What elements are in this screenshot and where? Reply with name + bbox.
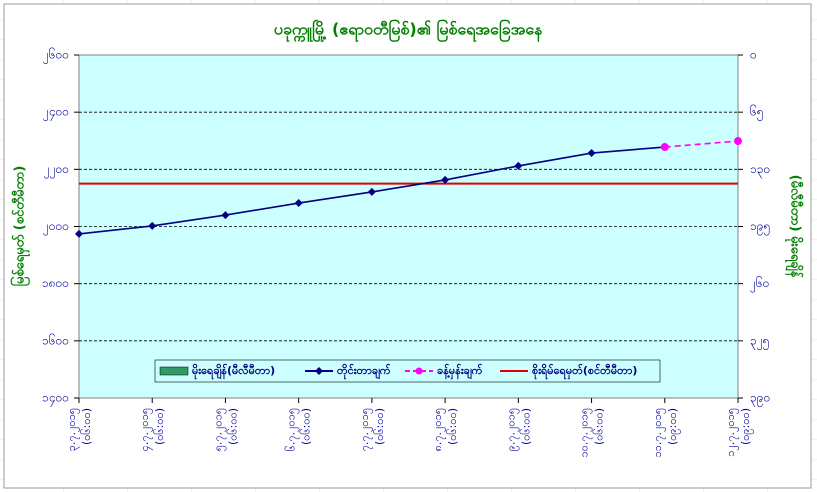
- legend-label: ခန့်မှန်းချက်: [437, 363, 483, 380]
- y2-tick-label: ၀: [750, 48, 757, 62]
- x-tick-label: ၇.၇.၂၀၁၅: [358, 408, 373, 451]
- y-tick-label: ၁၄၀၀: [42, 391, 69, 408]
- legend-swatch: [159, 366, 189, 376]
- y-axis-label: မြစ်ရေမှတ် (စင်တီမီတာ): [10, 166, 31, 287]
- x-tick-label: ၁၀.၇.၂၀၁၅: [578, 408, 593, 458]
- point: [441, 175, 450, 184]
- legend-label: စိုးရိမ်ရေမှတ်(စင်တီမီတာ): [532, 363, 637, 380]
- x-tick-label: ၃.၇.၂၀၁၅: [65, 408, 80, 451]
- series-line: [664, 140, 739, 148]
- legend-label: မိုးရေချိန်(မီလီမီတာ): [192, 363, 275, 380]
- legend-marker: [315, 367, 323, 375]
- point: [294, 199, 303, 208]
- x-tick-label: ၁၁.၇.၂၀၁၅: [651, 408, 666, 458]
- point: [148, 221, 157, 230]
- y2-tick-label: ၆၅: [750, 104, 764, 122]
- x-tick-time: (၀၆:၀၀): [300, 408, 313, 445]
- y2-tick-label: ၁၃၀: [750, 162, 770, 179]
- x-tick-time: (၀၆:၀၀): [519, 408, 532, 445]
- point: [221, 211, 230, 220]
- y2-tick-label: ၁၉၅: [750, 219, 770, 236]
- x-tick-label: ၄.၇.၂၀၁၅: [138, 408, 153, 451]
- x-tick-time: (၀၆:၀၀): [80, 408, 93, 445]
- y-tick-label: ၂၆၀၀: [43, 47, 69, 65]
- y-tick-label: ၂၂၀၀: [44, 162, 69, 179]
- x-tick-time: (၀၆:၀၀): [153, 408, 166, 445]
- x-tick-time: (၀၆:၀၀): [593, 408, 606, 445]
- y2-axis-label: (မီလီမီတာ) မိုးရေချိန်: [785, 175, 805, 279]
- y2-tick-label: ၃၂၅: [750, 333, 769, 350]
- y-tick-label: ၂၀၀၀: [43, 219, 69, 236]
- point: [367, 187, 376, 196]
- legend-label: တိုင်းတာချက်: [337, 363, 391, 380]
- y-tick-label: ၂၄၀၀: [43, 105, 69, 122]
- x-tick-time: (၀၆:၀၀): [226, 408, 239, 445]
- point: [587, 149, 596, 158]
- point: [660, 143, 669, 152]
- legend: မိုးရေချိန်(မီလီမီတာ) တိုင်းတာချက် ခန့်မှန…: [154, 359, 661, 383]
- x-tick-label: ၁၂.၇.၂၀၁၅: [724, 408, 739, 457]
- legend-marker: [415, 367, 423, 375]
- x-tick-time: (၀၆:၀၀): [446, 408, 459, 445]
- y-tick-label: ၁၈၀၀: [42, 276, 69, 290]
- point: [514, 161, 523, 170]
- x-tick-time: (၀၉:၀၀): [739, 408, 754, 445]
- x-tick-time: (၀၆:၀၀): [373, 408, 386, 445]
- y2-tick-label: ၂၆၀: [750, 275, 769, 293]
- y2-tick-label: ၃၉၀: [750, 391, 770, 408]
- y-tick-label: ၁၆၀၀: [42, 332, 69, 347]
- x-tick-label: ၈.၇.၂၀၁၅: [431, 408, 446, 451]
- x-tick-label: ၅.၇.၂၀၁၅: [211, 408, 226, 451]
- point: [75, 229, 83, 238]
- point: [734, 137, 742, 146]
- x-tick-label: ၆.၇.၂၀၁၅: [285, 408, 300, 451]
- x-tick-label: ၉.၇.၂၀၁၅: [504, 408, 519, 451]
- x-tick-time: (၀၉:၀၀): [666, 408, 681, 445]
- plot-area: [78, 54, 739, 399]
